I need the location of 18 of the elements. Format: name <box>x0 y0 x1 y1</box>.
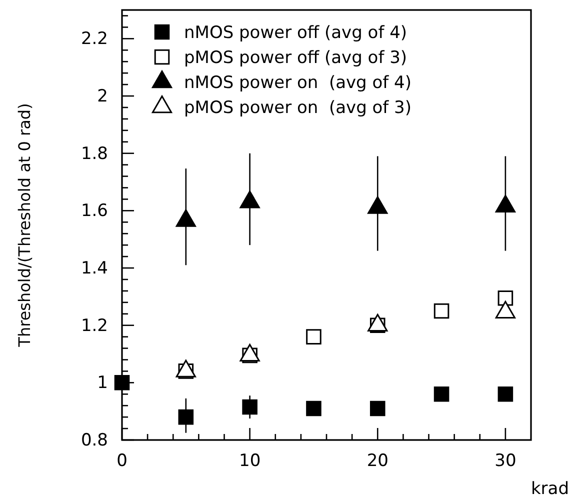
y-tick-label: 2.2 <box>80 29 108 50</box>
y-tick-label: 1.2 <box>80 316 108 336</box>
x-tick-label: 0 <box>116 451 128 472</box>
y-tick-label: 1.8 <box>80 144 108 164</box>
y-tick-label: 1.6 <box>80 201 108 222</box>
y-axis-title: Threshold/(Threshold at 0 rad) <box>15 103 34 348</box>
y-tick-label: 1.4 <box>80 258 108 278</box>
y-tick-label: 1 <box>97 373 108 394</box>
legend-label: nMOS power off (avg of 4) <box>184 23 408 43</box>
x-tick-label: 30 <box>494 451 516 472</box>
x-tick-label: 20 <box>366 451 388 472</box>
legend-label: nMOS power on (avg of 4) <box>184 73 412 93</box>
legend-label: pMOS power on (avg of 3) <box>184 98 412 118</box>
x-axis-title: krad <box>530 479 569 499</box>
y-tick-label: 2 <box>97 86 108 106</box>
y-tick-label: 0.8 <box>80 430 108 450</box>
legend-label: pMOS power off (avg of 3) <box>184 48 408 68</box>
x-tick-label: 10 <box>238 451 261 472</box>
